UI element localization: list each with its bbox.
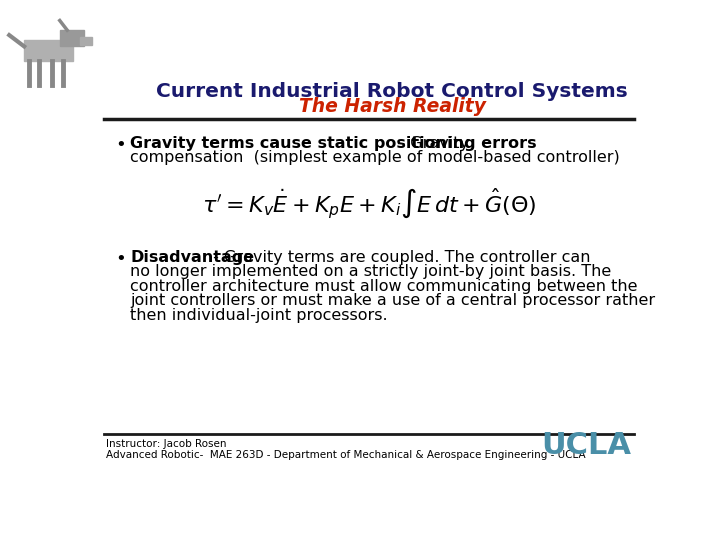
Text: no longer implemented on a strictly joint-by joint basis. The: no longer implemented on a strictly join… [130,264,611,279]
Text: Current Industrial Robot Control Systems: Current Industrial Robot Control Systems [156,82,628,102]
Text: •: • [114,249,125,268]
Text: then individual-joint processors.: then individual-joint processors. [130,308,388,323]
Text: compensation  (simplest example of model-based controller): compensation (simplest example of model-… [130,150,620,165]
Text: UCLA: UCLA [541,431,631,460]
Text: $\tau' = K_v\dot{E} + K_p E + K_i \int E\, dt + \hat{G}(\Theta)$: $\tau' = K_v\dot{E} + K_p E + K_i \int E… [202,186,536,220]
Text: – Gravity: – Gravity [392,136,469,151]
Text: Instructor: Jacob Rosen: Instructor: Jacob Rosen [106,439,226,449]
Text: Gravity terms cause static positioning errors: Gravity terms cause static positioning e… [130,136,537,151]
Bar [60,30,84,46]
Text: Disadvantage: Disadvantage [130,249,254,265]
Text: The Harsh Reality: The Harsh Reality [299,97,486,116]
Text: •: • [114,136,125,154]
Bar [24,40,73,61]
Text: Advanced Robotic-  MAE 263D - Department of Mechanical & Aerospace Engineering -: Advanced Robotic- MAE 263D - Department … [106,450,585,460]
Text: joint controllers or must make a use of a central processor rather: joint controllers or must make a use of … [130,294,655,308]
Bar [81,37,91,45]
Text: - Gravity terms are coupled. The controller can: - Gravity terms are coupled. The control… [208,249,590,265]
Text: controller architecture must allow communicating between the: controller architecture must allow commu… [130,279,638,294]
